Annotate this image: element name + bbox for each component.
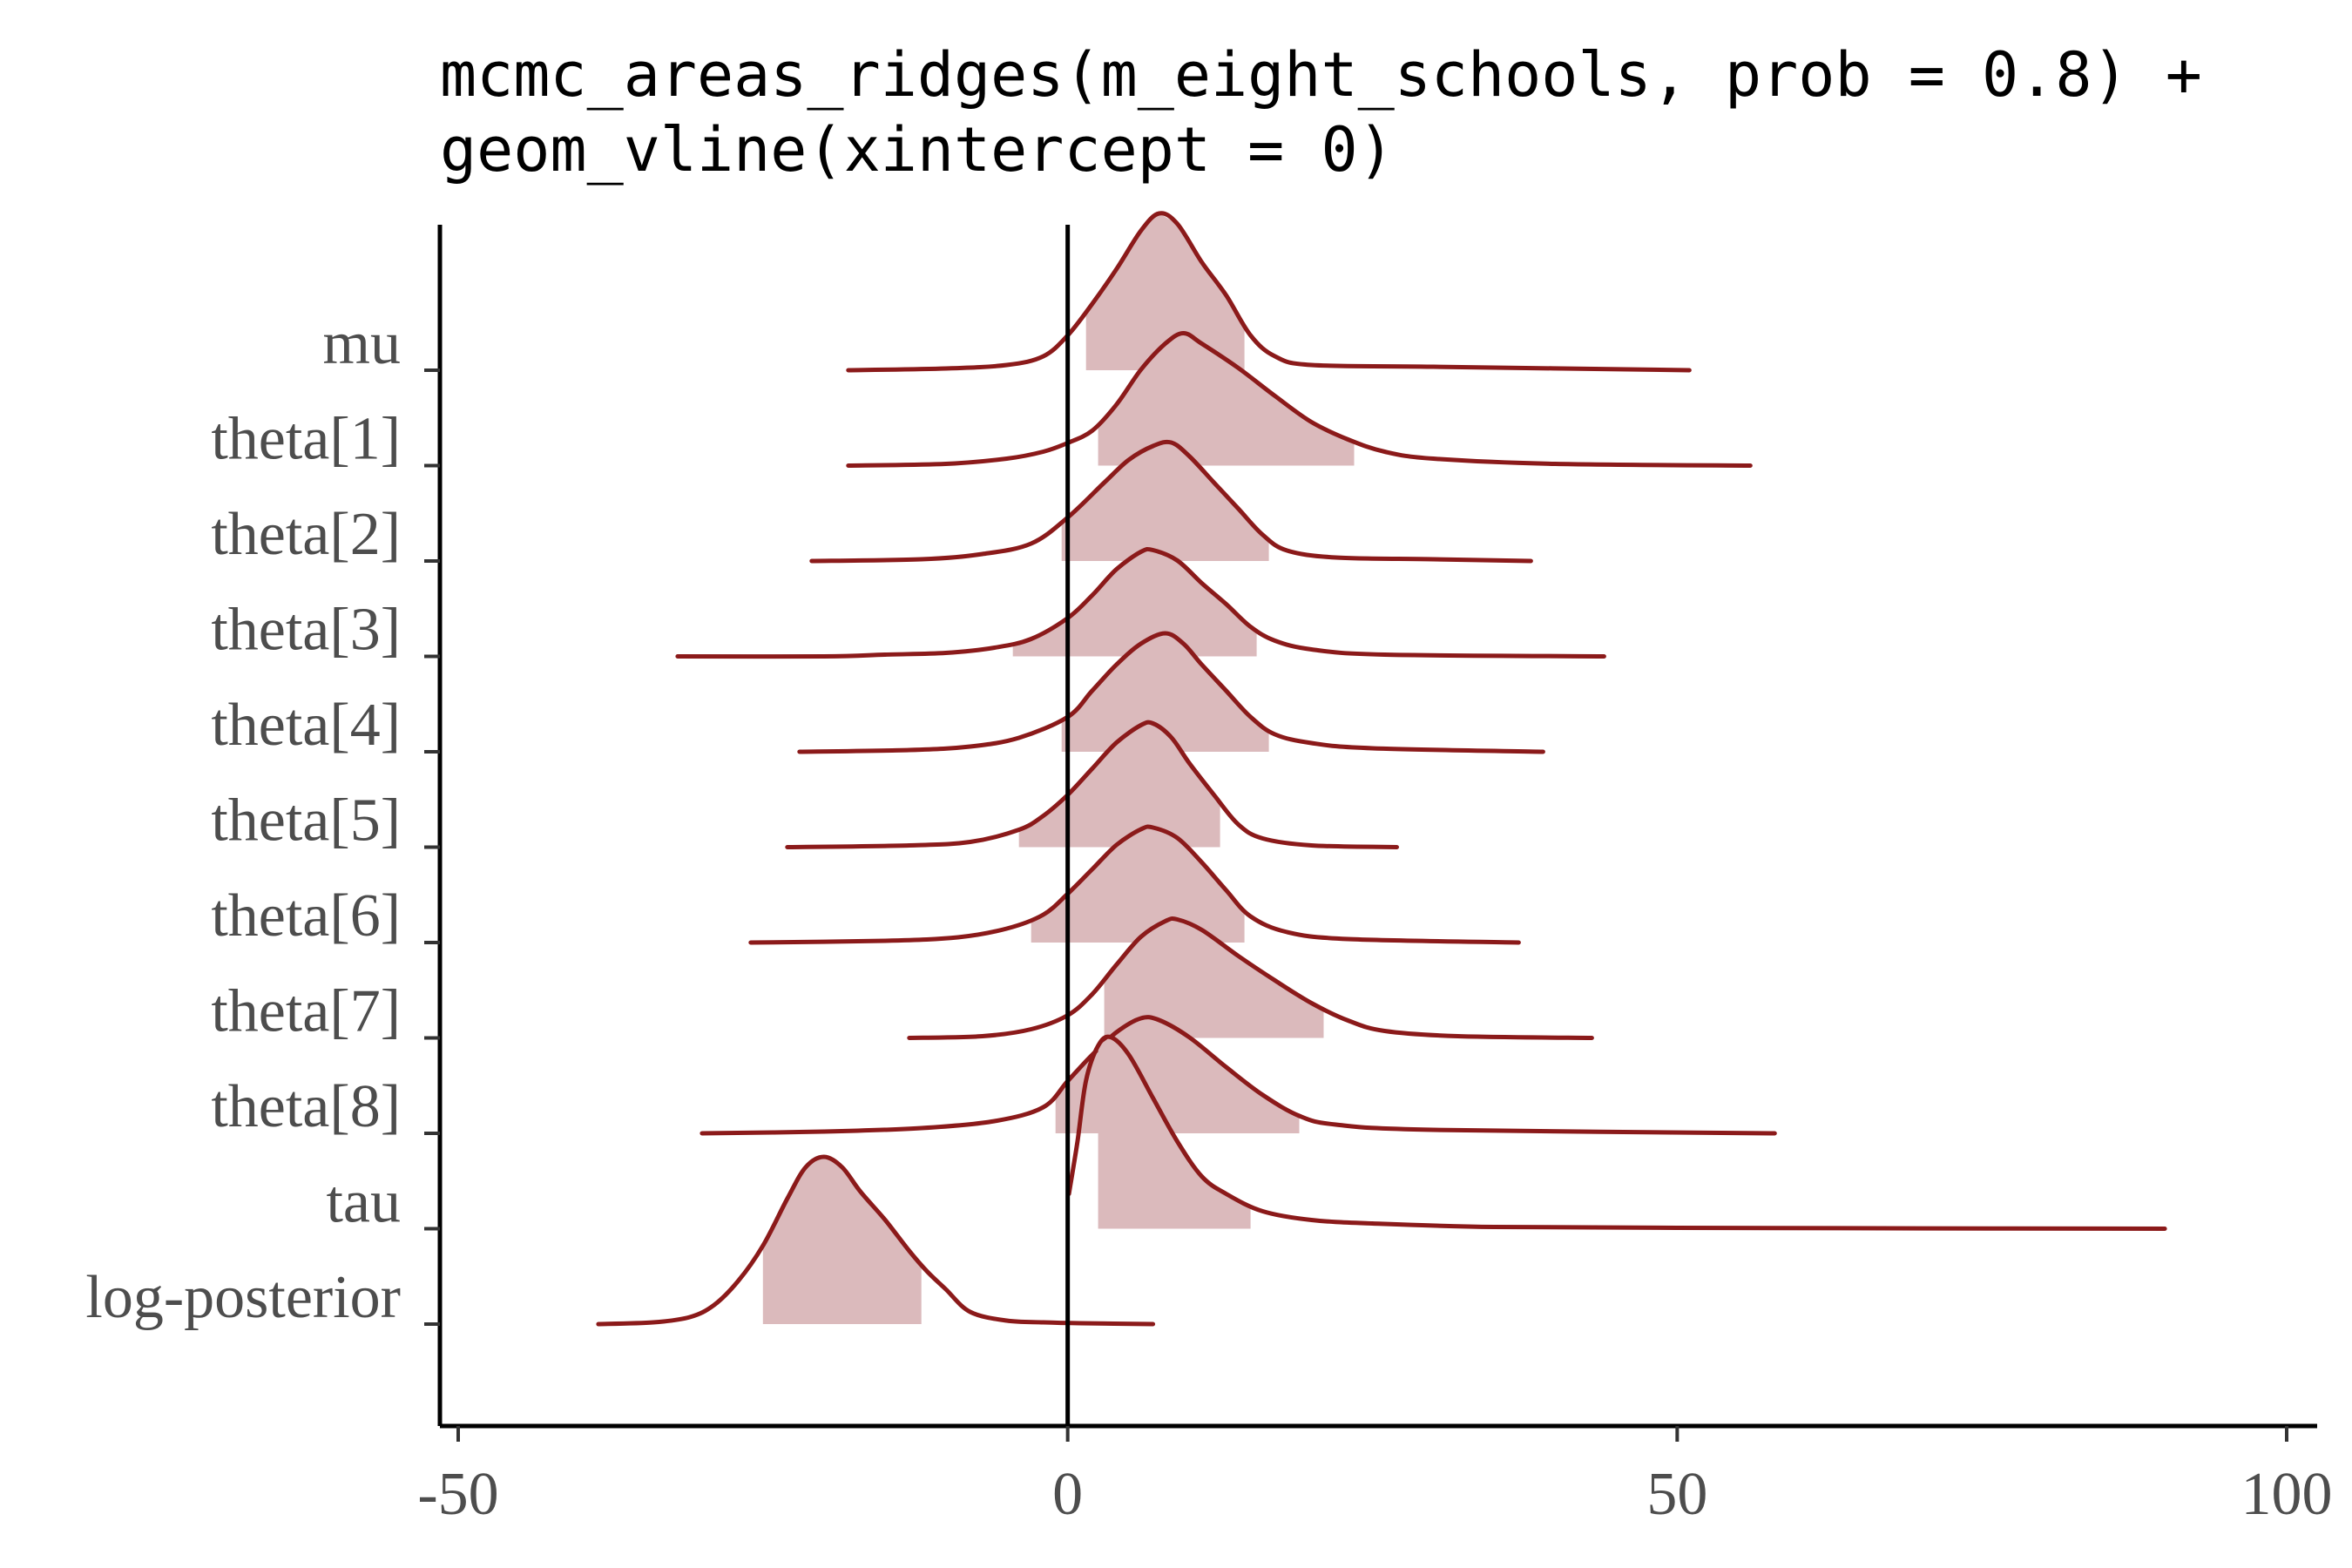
y-tick-label-theta-5: theta[5] xyxy=(211,787,401,855)
y-tick-label-theta-3: theta[3] xyxy=(211,597,401,664)
y-tick-label-theta-8: theta[8] xyxy=(211,1073,401,1140)
axes: mu theta[1] theta[2] theta[3] theta[4] theta[… xyxy=(85,225,2333,1528)
interval-area-mu xyxy=(1085,213,1245,370)
y-tick-label-theta-4: theta[4] xyxy=(211,692,401,759)
density-curve-theta-5 xyxy=(785,720,1399,849)
ridge-plot-area xyxy=(596,211,2167,1327)
density-curve-mu xyxy=(846,211,1692,373)
y-tick-label-theta-1: theta[1] xyxy=(211,406,401,473)
interval-area-theta-1 xyxy=(1098,333,1355,466)
x-tick-label-50: 50 xyxy=(1646,1461,1707,1528)
ridge-mu xyxy=(846,211,1692,373)
ridge-log-posterior xyxy=(596,1154,1156,1327)
interval-area-theta-4 xyxy=(1061,633,1269,752)
y-tick-label-log-posterior: log-posterior xyxy=(85,1264,401,1331)
ridge-theta-2 xyxy=(809,439,1533,564)
density-curve-theta-3 xyxy=(675,546,1606,659)
ridge-theta-7 xyxy=(907,916,1594,1040)
density-curve-theta-2 xyxy=(809,439,1533,564)
ridge-tau xyxy=(1066,1034,2167,1231)
density-curve-log-posterior xyxy=(596,1154,1156,1327)
interval-area-theta-2 xyxy=(1061,443,1269,561)
chart-title-line-1: mcmc_areas_ridges(m_eight_schools, prob … xyxy=(440,39,2202,111)
density-curve-theta-1 xyxy=(846,331,1753,468)
interval-area-tau xyxy=(1098,1037,1251,1229)
y-tick-label-theta-6: theta[6] xyxy=(211,882,401,950)
ridge-theta-3 xyxy=(675,546,1606,659)
interval-area-theta-7 xyxy=(1104,919,1324,1038)
y-tick-label-theta-7: theta[7] xyxy=(211,978,401,1045)
x-tick-label-0: 0 xyxy=(1052,1461,1083,1528)
x-tick-label-100: 100 xyxy=(2241,1461,2333,1528)
y-tick-label-theta-2: theta[2] xyxy=(211,501,401,568)
y-tick-label-tau: tau xyxy=(326,1169,401,1236)
chart-title: mcmc_areas_ridges(m_eight_schools, prob … xyxy=(440,39,2202,186)
interval-area-theta-6 xyxy=(1031,828,1245,943)
density-curve-theta-4 xyxy=(797,631,1545,754)
ridge-theta-4 xyxy=(797,631,1545,754)
interval-area-theta-3 xyxy=(1012,550,1257,657)
ridge-theta-6 xyxy=(748,824,1521,945)
y-tick-label-mu: mu xyxy=(323,310,401,377)
ridge-theta-1 xyxy=(846,331,1753,468)
chart-title-line-2: geom_vline(xintercept = 0) xyxy=(440,114,1395,186)
x-tick-label-50: -50 xyxy=(417,1461,498,1528)
density-curve-tau xyxy=(1066,1034,2167,1231)
density-curve-theta-8 xyxy=(700,1015,1777,1136)
interval-area-log-posterior xyxy=(762,1157,922,1324)
density-curve-theta-6 xyxy=(748,824,1521,945)
density-curve-theta-7 xyxy=(907,916,1594,1040)
